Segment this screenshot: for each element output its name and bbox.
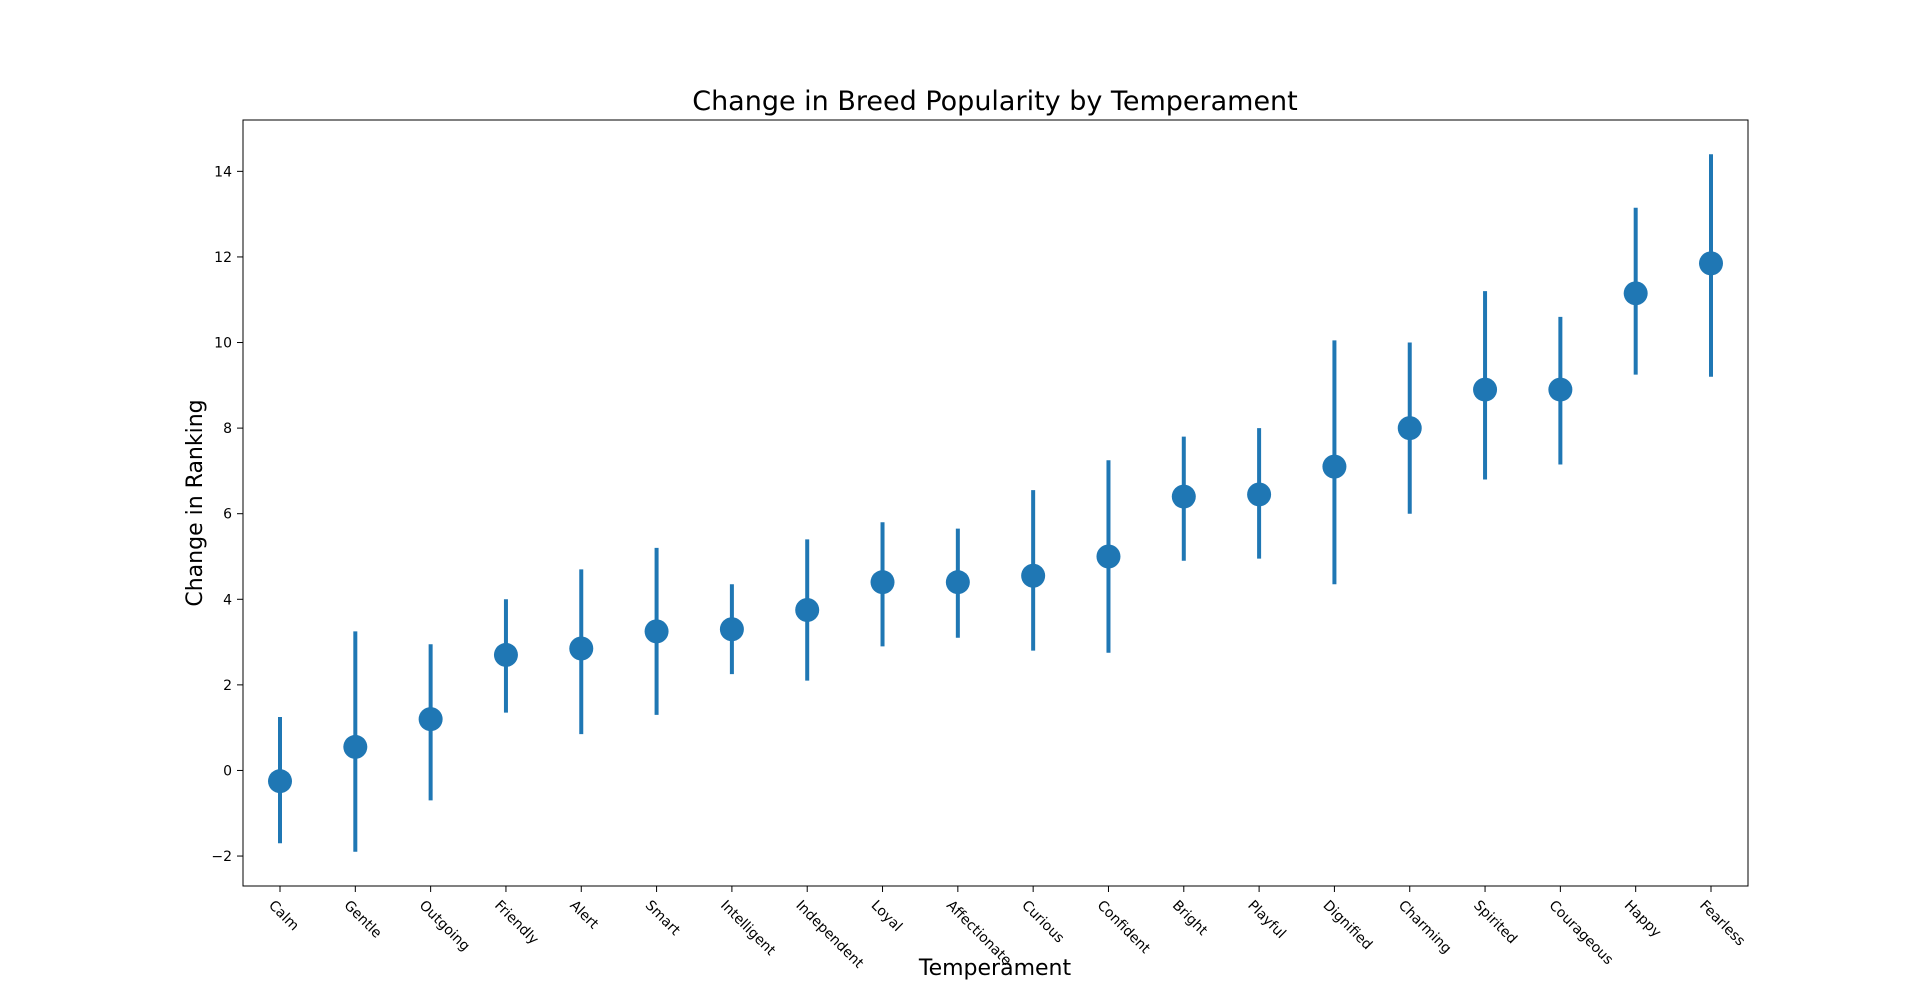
y-tick-label: 10 bbox=[214, 336, 232, 352]
x-tick-label: Dignified bbox=[1320, 898, 1376, 954]
x-tick-label: Smart bbox=[642, 898, 684, 940]
y-tick-label: 6 bbox=[223, 507, 232, 523]
data-point bbox=[1397, 416, 1422, 441]
data-point bbox=[418, 707, 443, 732]
x-tick-label: Independent bbox=[792, 898, 866, 972]
x-tick-label: Calm bbox=[265, 898, 302, 935]
data-point bbox=[1021, 563, 1046, 588]
y-tick-label: 2 bbox=[223, 678, 232, 694]
x-tick-label: Friendly bbox=[491, 898, 541, 948]
y-tick-label: 14 bbox=[214, 164, 232, 180]
plot-area bbox=[242, 119, 1749, 887]
data-point bbox=[569, 636, 594, 661]
x-tick-label: Loyal bbox=[868, 898, 905, 935]
data-point bbox=[268, 769, 292, 794]
x-tick-label: Outgoing bbox=[416, 898, 473, 955]
x-tick-label: Curious bbox=[1018, 898, 1067, 947]
data-point bbox=[493, 642, 518, 667]
x-tick-label: Confident bbox=[1094, 898, 1154, 958]
y-tick-label: 0 bbox=[223, 763, 232, 779]
x-tick-label: Bright bbox=[1169, 898, 1211, 940]
x-tick-label: Playful bbox=[1244, 898, 1288, 942]
x-tick-label: Alert bbox=[566, 898, 601, 933]
y-tick-label: 12 bbox=[214, 250, 232, 266]
y-tick-label: 4 bbox=[223, 592, 232, 608]
data-point bbox=[1699, 251, 1723, 276]
x-tick-label: Intelligent bbox=[717, 898, 779, 960]
data-point bbox=[1473, 377, 1498, 402]
x-tick-label: Gentle bbox=[340, 898, 384, 942]
data-marks bbox=[268, 154, 1723, 852]
data-point bbox=[1548, 377, 1573, 402]
data-point bbox=[343, 734, 368, 759]
x-tick-label: Happy bbox=[1621, 898, 1664, 941]
data-point bbox=[1322, 454, 1347, 479]
x-axis-label: Temperament bbox=[918, 956, 1072, 981]
y-axis-label: Change in Ranking bbox=[183, 399, 208, 606]
data-point bbox=[1247, 482, 1272, 507]
data-point bbox=[1623, 281, 1648, 306]
x-tick-label: Charming bbox=[1395, 898, 1454, 957]
data-point bbox=[1171, 484, 1196, 509]
data-point bbox=[795, 597, 820, 622]
x-tick-label: Spirited bbox=[1470, 898, 1520, 948]
y-tick-label: −2 bbox=[211, 849, 232, 865]
data-point bbox=[644, 619, 669, 644]
chart-title: Change in Breed Popularity by Temperamen… bbox=[692, 86, 1298, 117]
y-axis: −2 0 2 4 6 8 10 12 14 bbox=[211, 164, 243, 865]
data-point bbox=[1096, 544, 1121, 569]
y-tick-label: 8 bbox=[223, 421, 232, 437]
data-point bbox=[870, 570, 895, 595]
x-tick-label: Courageous bbox=[1546, 898, 1617, 969]
x-tick-label: Fearless bbox=[1696, 898, 1748, 950]
data-point bbox=[719, 617, 744, 642]
data-point bbox=[945, 570, 970, 595]
